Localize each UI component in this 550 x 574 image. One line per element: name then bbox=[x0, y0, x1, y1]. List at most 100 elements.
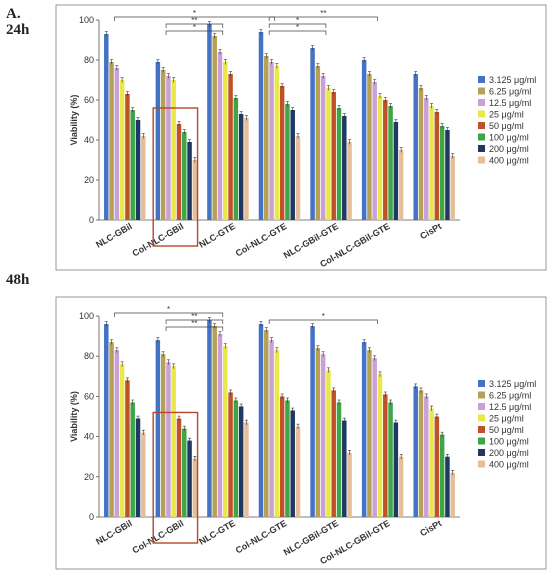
bar bbox=[244, 118, 249, 220]
bar bbox=[418, 390, 424, 517]
bar bbox=[114, 68, 120, 220]
bar bbox=[233, 400, 239, 517]
bar bbox=[361, 60, 367, 220]
bar bbox=[434, 416, 440, 517]
legend-entry: 3.125 μg/ml bbox=[489, 379, 536, 389]
bar bbox=[398, 456, 404, 517]
highlight-box bbox=[152, 107, 199, 247]
bar bbox=[347, 452, 352, 517]
bar bbox=[104, 34, 109, 220]
bar bbox=[361, 342, 367, 517]
bar bbox=[109, 342, 114, 517]
bar bbox=[418, 88, 424, 220]
y-tick-label: 20 bbox=[84, 175, 94, 185]
bar bbox=[141, 136, 146, 220]
legend-swatch bbox=[478, 99, 485, 106]
category-label: CisPt bbox=[418, 518, 443, 538]
bar bbox=[315, 348, 321, 517]
bar bbox=[125, 94, 130, 220]
legend-entry: 3.125 μg/ml bbox=[489, 75, 536, 85]
bar bbox=[176, 124, 182, 220]
bar bbox=[217, 334, 223, 517]
legend-swatch bbox=[478, 391, 485, 399]
bar bbox=[295, 426, 301, 517]
legend-entry: 12.5 μg/ml bbox=[489, 402, 531, 412]
bar bbox=[310, 48, 315, 220]
bar bbox=[258, 32, 264, 220]
bar bbox=[295, 136, 301, 220]
bar bbox=[336, 402, 342, 517]
bar bbox=[228, 74, 233, 220]
bar bbox=[223, 62, 228, 220]
chart-frame bbox=[55, 296, 547, 570]
bar bbox=[135, 418, 141, 517]
category-label: NLC-GBil bbox=[94, 518, 134, 547]
y-tick-label: 0 bbox=[89, 215, 94, 225]
significance-label: * bbox=[296, 23, 299, 32]
bar bbox=[274, 66, 280, 220]
legend-entry: 6.25 μg/ml bbox=[489, 87, 531, 97]
legend-swatch bbox=[478, 122, 485, 129]
bar bbox=[279, 396, 285, 517]
bar bbox=[160, 354, 166, 517]
bar bbox=[130, 110, 135, 220]
figure-panel-label: A. bbox=[6, 6, 21, 22]
significance-label: ** bbox=[191, 16, 197, 25]
bar bbox=[212, 36, 217, 220]
bar bbox=[347, 142, 352, 220]
bar bbox=[155, 340, 161, 517]
y-tick-label: 100 bbox=[79, 311, 94, 321]
bar bbox=[413, 74, 418, 220]
significance-bracket bbox=[165, 23, 224, 28]
bar bbox=[176, 418, 182, 517]
bar bbox=[445, 456, 450, 517]
legend-entry: 12.5 μg/ml bbox=[489, 98, 531, 108]
y-tick-label: 40 bbox=[84, 432, 94, 442]
y-tick-label: 20 bbox=[84, 472, 94, 482]
significance-label: * bbox=[193, 9, 196, 18]
bar bbox=[336, 108, 342, 220]
bar bbox=[290, 110, 295, 220]
bar bbox=[285, 104, 290, 220]
legend-swatch bbox=[478, 449, 485, 456]
bar bbox=[192, 160, 198, 220]
significance-label: ** bbox=[191, 312, 197, 321]
legend-entry: 6.25 μg/ml bbox=[489, 391, 531, 401]
bar bbox=[393, 422, 399, 517]
bar bbox=[166, 76, 171, 220]
panel-24h-label: 24h bbox=[6, 22, 30, 38]
legend-entry: 200 μg/ml bbox=[489, 144, 529, 154]
bar bbox=[393, 122, 399, 220]
legend-swatch bbox=[478, 437, 485, 445]
bar bbox=[439, 126, 445, 220]
legend-entry: 50 μg/ml bbox=[489, 121, 524, 131]
legend-swatch bbox=[478, 110, 485, 118]
y-tick-label: 40 bbox=[84, 135, 94, 145]
bar bbox=[377, 96, 383, 220]
bar bbox=[377, 374, 383, 517]
bar bbox=[372, 358, 377, 517]
significance-bracket bbox=[114, 312, 224, 317]
bar bbox=[109, 62, 114, 220]
y-tick-label: 60 bbox=[84, 95, 94, 105]
bar bbox=[450, 472, 455, 517]
legend-swatch bbox=[478, 87, 485, 95]
bar bbox=[212, 326, 217, 517]
bar bbox=[187, 142, 192, 220]
category-label: Col-NLC-GTE bbox=[234, 518, 289, 555]
bar bbox=[398, 150, 404, 220]
bar bbox=[114, 350, 120, 517]
legend-swatch bbox=[478, 156, 485, 164]
significance-bracket bbox=[268, 16, 378, 21]
bar bbox=[424, 98, 429, 220]
significance-bracket bbox=[268, 23, 327, 28]
bar bbox=[187, 440, 192, 517]
bar bbox=[238, 114, 244, 220]
bar bbox=[326, 370, 331, 517]
bar bbox=[125, 380, 130, 517]
y-tick-label: 80 bbox=[84, 55, 94, 65]
bar bbox=[182, 132, 187, 220]
significance-bracket bbox=[268, 30, 327, 35]
category-label: Col-NLC-GBil bbox=[131, 518, 186, 555]
